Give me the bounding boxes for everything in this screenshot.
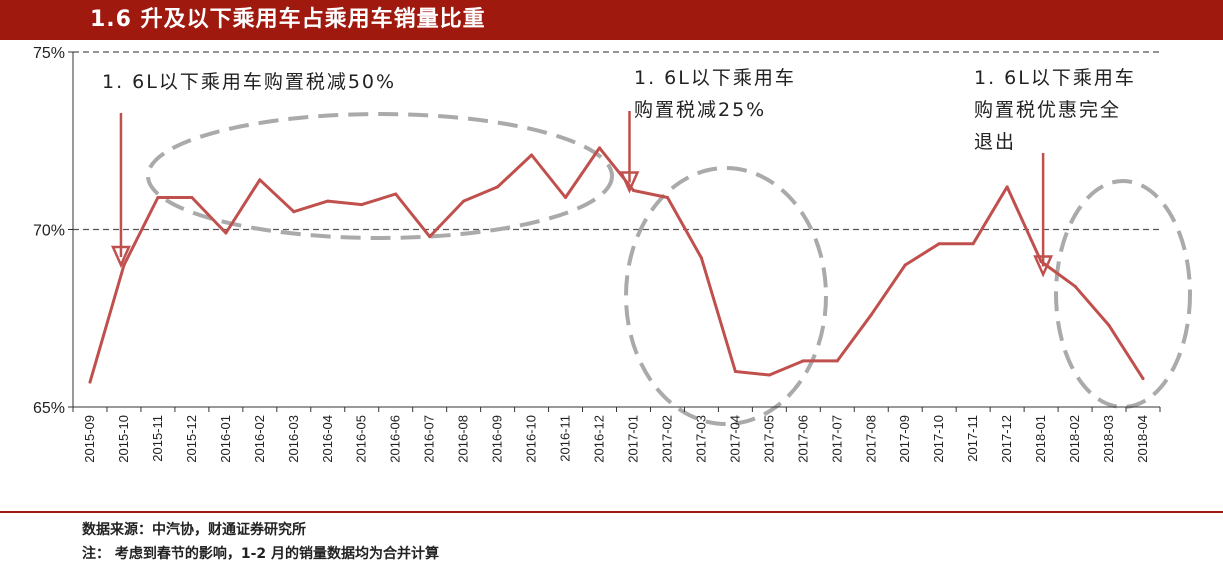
data-point xyxy=(564,196,568,200)
source-note: 数据来源：中汽协，财通证券研究所 xyxy=(82,522,306,538)
line-chart: 65% 70% 75% 2015-09 2015-10 2015-11 2015-12 201… xyxy=(33,45,1192,463)
footer-rule xyxy=(0,511,1223,513)
x-tick-label: 2017-11 xyxy=(965,415,980,462)
annotation-text: 退出 xyxy=(974,131,1016,153)
x-tick-label: 2017-10 xyxy=(931,415,946,463)
data-point xyxy=(1005,185,1009,189)
annotation-arrow-head xyxy=(111,245,131,269)
x-tick-label: 2017-06 xyxy=(795,415,810,463)
axes: 65% 70% 75% 2015-09 2015-10 2015-11 2015-12 201… xyxy=(33,45,1161,463)
data-point xyxy=(699,256,703,260)
x-tick-label: 2017-12 xyxy=(999,415,1014,463)
x-tick-label: 2017-05 xyxy=(761,415,776,463)
data-point xyxy=(665,196,669,200)
highlight-ellipses xyxy=(146,112,1192,426)
x-tick-label: 2016-11 xyxy=(558,415,573,462)
y-tick-label: 70% xyxy=(33,223,65,240)
annotation-text: 1. 6L以下乘用车 xyxy=(974,67,1136,89)
x-tick-label: 2016-08 xyxy=(456,415,471,463)
x-tick-label: 2016-01 xyxy=(218,415,233,463)
x-tick-label: 2018-01 xyxy=(1033,415,1048,463)
data-point xyxy=(190,196,194,200)
x-tick-label: 2016-12 xyxy=(592,415,607,463)
data-point xyxy=(530,153,534,157)
data-point xyxy=(937,242,941,246)
footnote: 注： 考虑到春节的影响，1-2 月的销量数据均为合并计算 xyxy=(82,546,440,562)
data-point xyxy=(88,380,92,384)
data-point xyxy=(122,263,126,267)
series-line xyxy=(88,146,1145,383)
y-tick-label: 75% xyxy=(33,45,65,62)
x-tick-label: 2017-01 xyxy=(625,415,640,463)
data-point xyxy=(801,359,805,363)
highlight-ellipse-2018 xyxy=(1054,179,1192,409)
annotation-text: 购置税减25% xyxy=(634,99,766,121)
data-point xyxy=(869,313,873,317)
title-bar: 1.6 升及以下乘用车占乘用车销量比重 xyxy=(0,0,1223,40)
x-tick-label: 2016-03 xyxy=(286,415,301,463)
data-point xyxy=(224,231,228,235)
data-point xyxy=(1141,377,1145,381)
data-point xyxy=(767,373,771,377)
series-layer xyxy=(88,146,1145,384)
annotation-text: 1. 6L以下乘用车 xyxy=(634,67,796,89)
x-tick-label: 2016-09 xyxy=(490,415,505,463)
highlight-ellipse-2017 xyxy=(624,166,828,426)
x-tick-label: 2018-04 xyxy=(1135,415,1150,463)
data-point xyxy=(156,196,160,200)
x-tick-label: 2016-04 xyxy=(320,415,335,463)
data-point xyxy=(258,178,262,182)
data-point xyxy=(1073,284,1077,288)
x-tick-label: 2017-07 xyxy=(829,415,844,463)
data-point xyxy=(496,185,500,189)
x-tick-label: 2016-02 xyxy=(252,415,267,463)
x-tick-label: 2017-02 xyxy=(659,415,674,463)
data-point xyxy=(1107,323,1111,327)
x-tick-label: 2016-06 xyxy=(388,415,403,463)
data-point xyxy=(733,370,737,373)
data-point xyxy=(428,235,432,239)
data-point xyxy=(394,192,398,196)
data-point xyxy=(462,199,466,203)
x-tick-label: 2018-02 xyxy=(1067,415,1082,463)
x-tick-label: 2018-03 xyxy=(1101,415,1116,463)
x-tick-label: 2016-07 xyxy=(422,415,437,463)
x-tick-label: 2017-04 xyxy=(727,415,742,463)
highlight-ellipse-2016 xyxy=(146,112,614,240)
x-tick-label: 2015-11 xyxy=(150,415,165,462)
x-tick-label: 2015-09 xyxy=(82,415,97,463)
annotation-arrow-head xyxy=(1033,255,1054,278)
x-tick-label: 2017-03 xyxy=(693,415,708,463)
x-tick-label: 2015-10 xyxy=(116,415,131,463)
x-tick-label: 2015-12 xyxy=(184,415,199,463)
data-point xyxy=(326,199,330,203)
data-point xyxy=(631,188,635,192)
y-tick-label: 65% xyxy=(33,400,65,417)
data-point xyxy=(292,210,296,214)
data-point xyxy=(903,263,907,267)
data-point xyxy=(598,146,602,150)
x-tick-label: 2017-08 xyxy=(863,415,878,463)
data-point xyxy=(360,203,364,207)
annotation-text: 1. 6L以下乘用车购置税减50% xyxy=(102,71,396,93)
data-point xyxy=(971,242,975,246)
annotation-text: 购置税优惠完全 xyxy=(974,99,1121,121)
x-tick-label: 2016-05 xyxy=(354,415,369,463)
annotation-arrow-head xyxy=(619,171,640,194)
data-point xyxy=(835,359,839,363)
x-tick-label: 2017-09 xyxy=(897,415,912,463)
x-tick-label: 2016-10 xyxy=(524,415,539,463)
chart-title: 1.6 升及以下乘用车占乘用车销量比重 xyxy=(90,7,486,32)
